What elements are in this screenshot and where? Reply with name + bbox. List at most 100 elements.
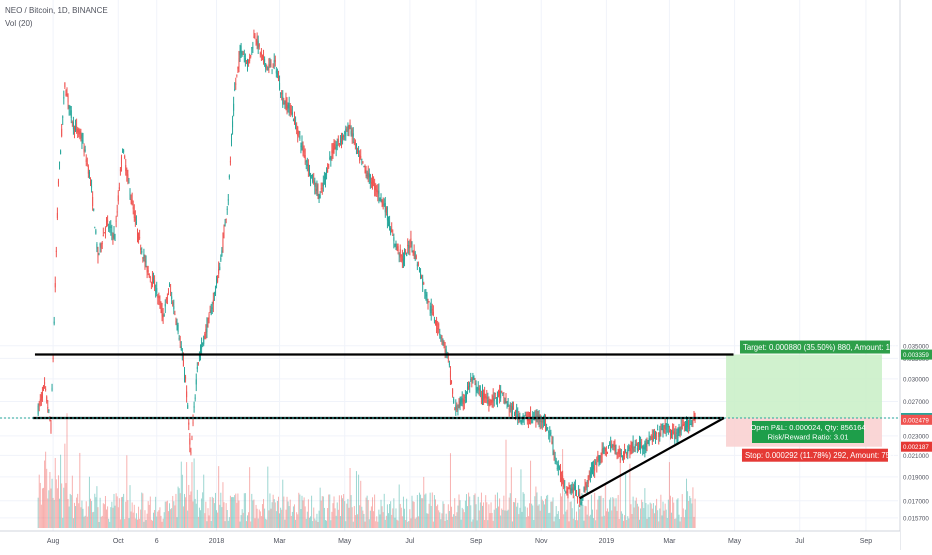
candle-body	[369, 174, 371, 183]
candle-body	[217, 276, 219, 282]
candle-body	[269, 64, 271, 66]
candle-body	[393, 237, 395, 242]
candle-body	[671, 433, 673, 436]
time-axis: Aug Oct 6 2018 Mar May Jul Sep Nov 2019 Mar May Jul S…	[0, 530, 900, 550]
candle-body	[115, 220, 117, 222]
volume-bar	[562, 449, 564, 528]
volume-bar	[55, 479, 57, 528]
volume-bar	[583, 520, 585, 528]
volume-bar	[276, 501, 278, 528]
volume-bar	[657, 510, 659, 528]
candle-body	[307, 164, 309, 171]
volume-bar	[48, 490, 50, 528]
candle-body	[564, 486, 566, 488]
volume-bar	[602, 498, 604, 528]
candle-body	[595, 462, 597, 464]
candle-body	[203, 336, 205, 345]
candle-body	[472, 376, 474, 379]
volume-bar	[381, 506, 383, 528]
volume-bar	[148, 504, 150, 528]
candle-body	[75, 126, 77, 132]
volume-bar	[424, 494, 426, 528]
volume-bar	[210, 521, 212, 528]
candle-body	[350, 131, 352, 135]
candle-body	[515, 409, 517, 416]
candle-body	[243, 55, 245, 57]
volume-bar	[238, 500, 240, 528]
volume-bar	[379, 514, 381, 528]
candle-body	[147, 270, 149, 273]
volume-bar	[404, 508, 406, 528]
volume-bar	[192, 501, 194, 528]
stop-label: Stop: 0.000292 (11.78%) 292, Amount: 750	[741, 448, 895, 462]
volume-bar	[683, 517, 685, 528]
volume-bar	[169, 503, 171, 528]
volume-bar	[76, 497, 78, 528]
stop-label-bg	[741, 448, 888, 462]
volume-bar	[458, 494, 460, 528]
candle-body	[174, 313, 176, 315]
candle-body	[227, 199, 229, 201]
candle-body	[46, 396, 48, 402]
volume-bar	[637, 506, 639, 528]
candle-body	[252, 47, 254, 49]
candle-body	[265, 63, 267, 69]
volume-bar	[247, 515, 249, 528]
volume-bar	[653, 513, 655, 528]
volume-bar	[495, 508, 497, 528]
candle-body	[346, 130, 348, 132]
price-tick-label: 0.017000	[903, 498, 929, 505]
candle-body	[679, 427, 681, 433]
candle-body	[303, 150, 305, 153]
candle-body	[345, 128, 347, 137]
candle-body	[571, 488, 573, 491]
candle-body	[77, 128, 79, 133]
volume-bar	[275, 511, 277, 528]
candle-body	[597, 455, 599, 461]
volume-bar	[564, 492, 566, 528]
candle-body	[464, 397, 466, 399]
volume-bar	[391, 514, 393, 528]
candle-body	[400, 254, 402, 256]
volume-bar	[263, 498, 265, 528]
volume-bar	[280, 507, 282, 528]
volume-bar	[189, 494, 191, 528]
candle-body	[520, 420, 522, 422]
volume-bar	[459, 500, 461, 528]
volume-bar	[317, 521, 319, 528]
volume-bar	[79, 452, 81, 528]
volume-bar	[421, 498, 423, 528]
candle-body	[230, 140, 232, 144]
candle-body	[192, 421, 194, 424]
candle-body	[475, 383, 477, 390]
candle-body	[437, 328, 439, 330]
candle-body	[572, 487, 574, 493]
volume-bar	[533, 519, 535, 528]
volume-bar	[322, 496, 324, 528]
volume-bar	[446, 519, 448, 528]
volume-bar	[111, 501, 113, 528]
volume-bar	[272, 494, 274, 528]
volume-bar	[260, 516, 262, 528]
candle-body	[606, 451, 608, 453]
volume-bar	[66, 413, 68, 528]
candle-body	[257, 40, 259, 49]
volume-bar	[413, 501, 415, 528]
volume-bar	[175, 493, 177, 528]
volume-bar	[687, 491, 689, 528]
volume-bar	[110, 507, 112, 528]
volume-bar	[506, 510, 508, 528]
candle-body	[569, 488, 571, 493]
volume-bar	[195, 503, 197, 528]
candle-body	[454, 409, 456, 411]
candle-body	[299, 135, 301, 139]
volume-bar	[267, 466, 269, 528]
candle-body	[609, 443, 611, 445]
candle-body	[629, 448, 631, 451]
volume-bar	[305, 518, 307, 528]
candle-body	[681, 425, 683, 429]
volume-bar	[617, 494, 619, 528]
volume-bar	[160, 515, 162, 528]
